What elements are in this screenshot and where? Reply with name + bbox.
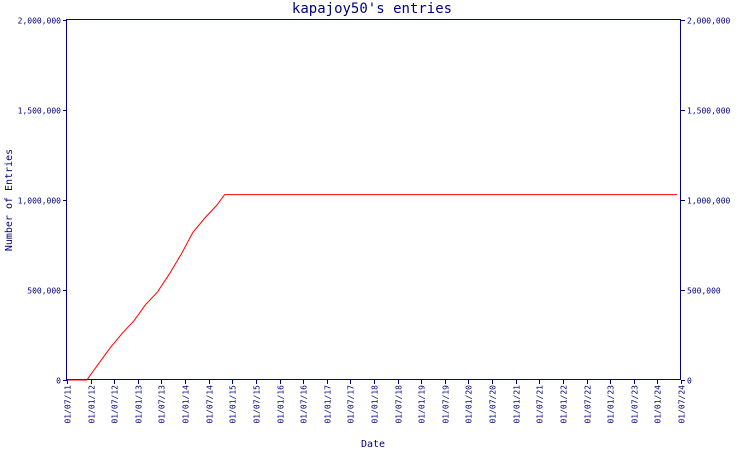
x-tick-label: 01/07/13 (158, 385, 167, 424)
y-tick-label-right: 0 (687, 377, 692, 386)
y-tick-label-right: 2,000,000 (687, 17, 731, 26)
y-tick-label-left: 1,000,000 (18, 197, 62, 206)
x-tick-label: 01/07/12 (111, 385, 120, 424)
x-tick-label: 01/07/24 (678, 385, 687, 424)
series-line-entries (67, 194, 678, 381)
y-axis-right: 0 500,000 1,000,000 1,500,000 2,000,000 (681, 17, 731, 386)
x-tick-label: 01/01/14 (182, 385, 191, 424)
x-tick-label: 01/07/15 (253, 385, 262, 424)
x-tick-label: 01/01/12 (88, 385, 97, 424)
x-tick-label: 01/07/17 (347, 385, 356, 424)
x-tick-label: 01/01/18 (371, 385, 380, 424)
x-tick-label: 01/01/19 (418, 385, 427, 424)
plot-area (66, 19, 681, 380)
y-tick-label-right: 500,000 (687, 287, 721, 296)
x-tick-label: 01/07/11 (64, 385, 73, 424)
y-tick-label-right: 1,000,000 (687, 197, 731, 206)
x-axis-title: Date (361, 439, 385, 450)
y-axis-left: 0 500,000 1,000,000 1,500,000 2,000,000 (18, 17, 67, 386)
x-tick-label: 01/01/20 (465, 385, 474, 424)
x-tick-label: 01/07/22 (584, 385, 593, 424)
x-tick-label: 01/01/24 (654, 385, 663, 424)
x-tick-label: 01/01/16 (277, 385, 286, 424)
x-tick-label: 01/01/22 (560, 385, 569, 424)
x-tick-label: 01/01/21 (513, 385, 522, 424)
x-tick-label: 01/07/20 (489, 385, 498, 424)
x-tick-label: 01/07/23 (631, 385, 640, 424)
y-tick-label-left: 1,500,000 (18, 107, 62, 116)
x-tick-label: 01/01/17 (324, 385, 333, 424)
x-tick-label: 01/01/15 (229, 385, 238, 424)
x-tick-label: 01/01/23 (607, 385, 616, 424)
y-tick-label-left: 500,000 (27, 287, 61, 296)
x-tick-label: 01/01/13 (135, 385, 144, 424)
x-tick-label: 01/07/19 (442, 385, 451, 424)
y-tick-label-left: 0 (56, 377, 61, 386)
x-tick-label: 01/07/18 (395, 385, 404, 424)
x-tick-label: 01/07/21 (536, 385, 545, 424)
y-tick-label-left: 2,000,000 (18, 17, 62, 26)
x-tick-label: 01/07/14 (206, 385, 215, 424)
x-axis: 01/07/11 01/01/12 01/07/12 01/01/13 01/07/13… (64, 380, 687, 424)
y-tick-label-right: 1,500,000 (687, 107, 731, 116)
chart-title: kapajoy50's entries (292, 1, 452, 17)
x-tick-label: 01/07/16 (300, 385, 309, 424)
y-axis-title: Number of Entries (4, 149, 15, 251)
